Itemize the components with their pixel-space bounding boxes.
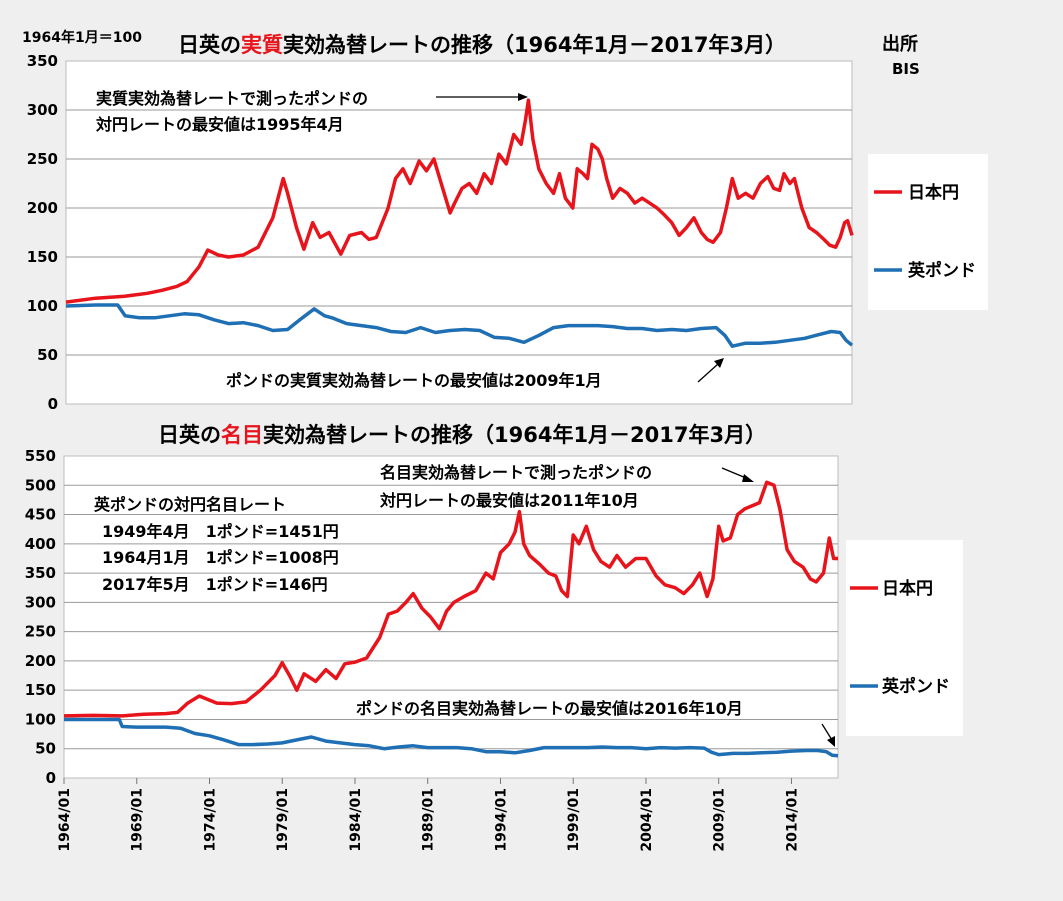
y-tick-label: 350 <box>27 52 58 70</box>
bottom-gridlines <box>64 484 838 750</box>
x-tick-label: 2009/01 <box>712 788 728 852</box>
source-label: 出所 <box>882 33 918 55</box>
x-tick-label: 1969/01 <box>130 788 146 852</box>
y-tick-label: 200 <box>25 652 56 670</box>
bottom-legend-box <box>846 540 963 736</box>
top-y-axis: 0 50 100 150 200 250 300 350 <box>27 52 58 413</box>
bottom-legend-japan-label: 日本円 <box>882 578 933 599</box>
y-tick-label: 500 <box>25 476 56 494</box>
bottom-annotation-2-arrow <box>821 723 835 747</box>
info-line-3: 2017年5月 1ポンド=146円 <box>102 575 328 594</box>
bottom-annotation-1-line2: 対円レートの最安値は2011年10月 <box>379 491 639 510</box>
y-tick-label: 450 <box>25 506 56 524</box>
bottom-legend-uk-label: 英ポンド <box>882 676 950 697</box>
top-plot-area <box>65 60 853 405</box>
x-tick-label: 2014/01 <box>784 788 800 852</box>
y-tick-label: 200 <box>27 199 58 217</box>
top-title-pre: 日英の <box>178 33 241 57</box>
bottom-annotation-1-line1: 名目実効為替レートで測ったポンドの <box>380 463 652 482</box>
top-annotation-1-line1: 実質実効為替レートで測ったポンドの <box>96 89 368 108</box>
bottom-annotation-1-arrow <box>721 467 754 482</box>
top-annotation-2-arrow <box>697 358 724 383</box>
bottom-x-axis: 1964/01 1969/01 1974/01 1979/01 1984/01 1989/… <box>57 778 800 852</box>
x-tick-label: 1984/01 <box>348 788 364 852</box>
bottom-series-uk-line <box>64 717 839 758</box>
top-legend-uk-label: 英ポンド <box>908 260 976 281</box>
top-gridlines <box>66 109 852 356</box>
y-tick-label: 100 <box>27 297 58 315</box>
y-tick-label: 150 <box>25 681 56 699</box>
source-name: BIS <box>892 60 920 78</box>
x-tick-label: 1999/01 <box>566 788 582 852</box>
y-tick-label: 150 <box>27 248 58 266</box>
info-title: 英ポンドの対円名目レート <box>93 495 286 514</box>
x-tick-label: 1994/01 <box>493 788 509 852</box>
y-tick-label: 0 <box>46 769 56 787</box>
y-tick-label: 50 <box>35 740 56 758</box>
x-tick-label: 1964/01 <box>57 788 73 852</box>
y-tick-label: 250 <box>27 150 58 168</box>
bottom-y-axis: 0 50 100 150 200 250 300 350 400 450 500 550 <box>25 447 56 787</box>
bottom-chart: 日英の名目実効為替レートの推移（1964年1月－2017年3月） 0 50 100 1… <box>25 423 963 852</box>
bottom-title-pre: 日英の <box>158 423 221 447</box>
top-chart-title: 日英の実質実効為替レートの推移（1964年1月－2017年3月） <box>178 33 786 57</box>
bottom-title-post: 実効為替レートの推移（1964年1月－2017年3月） <box>263 423 766 447</box>
y-tick-label: 100 <box>25 710 56 728</box>
x-tick-label: 2004/01 <box>639 788 655 852</box>
x-tick-label: 1979/01 <box>275 788 291 852</box>
top-title-post: 実効為替レートの推移（1964年1月－2017年3月） <box>283 33 786 57</box>
top-legend-box <box>868 154 988 310</box>
bottom-annotation-2: ポンドの名目実効為替レートの最安値は2016年10月 <box>356 699 743 718</box>
info-line-2: 1964月1月 1ポンド=1008円 <box>102 548 339 567</box>
x-tick-label: 1989/01 <box>421 788 437 852</box>
x-tick-label: 1974/01 <box>202 788 218 852</box>
top-annotation-1-line2: 対円レートの最安値は1995年4月 <box>95 115 344 134</box>
top-title-accent: 実質 <box>241 33 283 57</box>
top-series-uk-line <box>65 303 854 348</box>
y-tick-label: 400 <box>25 535 56 553</box>
info-line-1: 1949年4月 1ポンド=1451円 <box>102 522 339 541</box>
bottom-series-japan-line <box>63 480 838 718</box>
bottom-chart-title: 日英の名目実効為替レートの推移（1964年1月－2017年3月） <box>158 423 766 447</box>
y-tick-label: 300 <box>27 101 58 119</box>
top-annotation-2: ポンドの実質実効為替レートの最安値は2009年1月 <box>226 371 602 390</box>
bottom-plot-area <box>63 455 839 779</box>
y-tick-label: 350 <box>25 564 56 582</box>
top-base-note: 1964年1月＝100 <box>22 29 142 46</box>
y-tick-label: 550 <box>25 447 56 465</box>
y-tick-label: 300 <box>25 593 56 611</box>
top-series-japan-line <box>65 98 854 304</box>
top-annotation-1-arrow <box>436 93 528 101</box>
top-legend-japan-label: 日本円 <box>908 182 959 203</box>
y-tick-label: 50 <box>37 346 58 364</box>
y-tick-label: 0 <box>48 395 58 413</box>
bottom-title-accent: 名目 <box>221 423 263 447</box>
y-tick-label: 250 <box>25 623 56 641</box>
